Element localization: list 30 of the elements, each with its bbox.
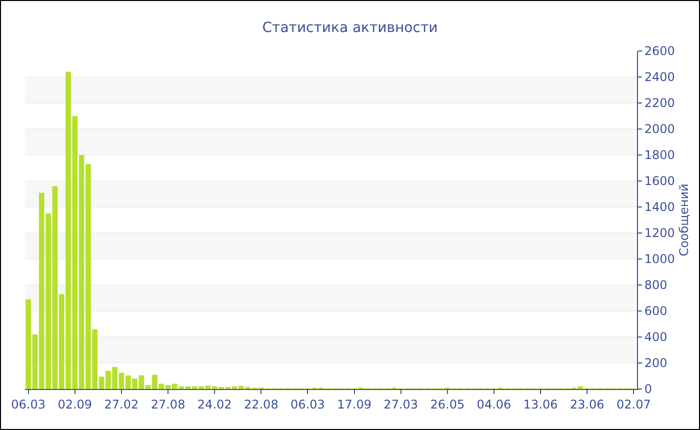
y-tick-label: 1600 — [644, 174, 675, 188]
y-tick-label: 200 — [644, 356, 668, 370]
y-tick-label: 600 — [644, 304, 668, 318]
x-tick-label: 06.03 — [290, 397, 325, 412]
x-tick-label: 23.06 — [570, 397, 604, 412]
x-tick-label: 24.02 — [197, 397, 232, 412]
x-tick-label: 17.09 — [337, 397, 372, 412]
y-tick-label: 2200 — [644, 96, 675, 110]
y-axis-title: Сообщений — [676, 184, 691, 256]
x-tick-label: 22.08 — [244, 397, 278, 412]
x-tick-label: 27.02 — [104, 397, 139, 412]
x-tick-label: 06.03 — [11, 397, 46, 412]
x-tick-label: 02.07 — [616, 397, 651, 412]
x-tick-label: 26.05 — [430, 397, 465, 412]
x-tick-label: 27.03 — [384, 397, 418, 412]
y-tick-label: 1800 — [644, 148, 675, 162]
y-tick-label: 1400 — [644, 200, 675, 214]
x-tick-label: 02.09 — [58, 397, 92, 412]
y-tick-label: 2400 — [644, 70, 675, 84]
x-tick-label: 04.06 — [476, 397, 512, 412]
chart-title: Статистика активности — [262, 20, 438, 36]
y-tick-label: 1000 — [644, 252, 675, 266]
y-tick-label: 2000 — [644, 122, 675, 136]
y-tick-label: 800 — [644, 278, 668, 292]
y-tick-label: 1200 — [644, 226, 675, 240]
y-tick-label: 2600 — [644, 44, 675, 58]
y-tick-label: 400 — [644, 330, 668, 344]
x-tick-label: 27.08 — [150, 397, 186, 412]
y-tick-label: 0 — [644, 382, 652, 396]
x-tick-label: 13.06 — [523, 397, 558, 412]
